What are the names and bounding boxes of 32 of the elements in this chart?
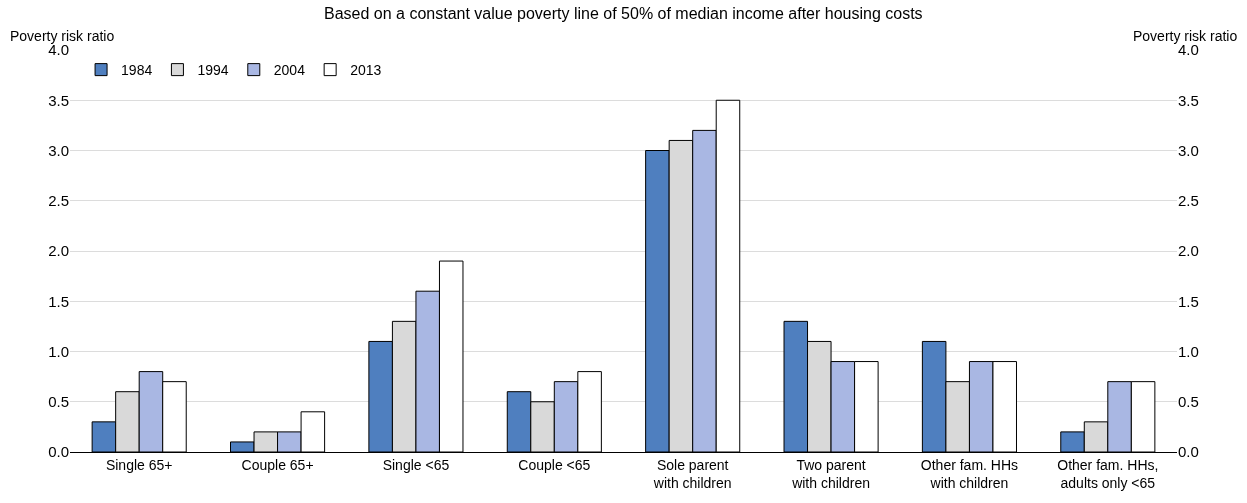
legend-label: 2013	[350, 62, 382, 79]
x-tick-label: Other fam. HHs, adults only <65	[1057, 456, 1159, 491]
y2-tick-label: 2.0	[1178, 242, 1199, 260]
y-tick-label: 1.0	[48, 342, 69, 360]
y-axis-title: Poverty risk ratio	[10, 28, 115, 44]
legend-label: 2004	[273, 62, 306, 79]
y2-tick-label: 0.0	[1178, 443, 1199, 461]
y-tick-label: 2.5	[48, 192, 69, 209]
y2-tick-label: 4.0	[1178, 41, 1199, 59]
y2-tick-label: 2.5	[1178, 192, 1199, 209]
y2-tick-label: 0.5	[1178, 393, 1199, 410]
y-tick-label: 2.0	[48, 242, 69, 260]
legend-label: 1984	[121, 62, 153, 79]
x-tick-label: Single <65	[382, 456, 450, 473]
y-tick-label: 1.5	[48, 292, 69, 310]
x-tick-label: Single 65+	[105, 456, 173, 473]
y2-tick-label: 1.0	[1178, 342, 1199, 360]
y2-tick-label: 3.5	[1178, 91, 1199, 109]
x-tick-label: Couple <65	[518, 456, 591, 473]
x-tick-label: Other fam. HHs with children	[920, 456, 1019, 491]
y2-tick-label: 3.0	[1178, 141, 1199, 159]
x-tick-label: Couple 65+	[241, 456, 314, 473]
y-tick-label: 0.0	[48, 443, 69, 461]
x-tick-label: Sole parent with children	[652, 456, 732, 491]
y2-axis-title: Poverty risk ratio	[1133, 28, 1238, 44]
y-tick-label: 0.5	[48, 393, 69, 410]
y-tick-label: 3.0	[48, 141, 69, 159]
x-tick-label: Two parent with children	[791, 456, 870, 491]
chart-subtitle: Based on a constant value poverty line of 50% of median income after housing costs	[324, 5, 923, 22]
legend-label: 1994	[197, 62, 229, 79]
y2-tick-label: 1.5	[1178, 292, 1199, 310]
y-tick-label: 3.5	[48, 91, 69, 109]
